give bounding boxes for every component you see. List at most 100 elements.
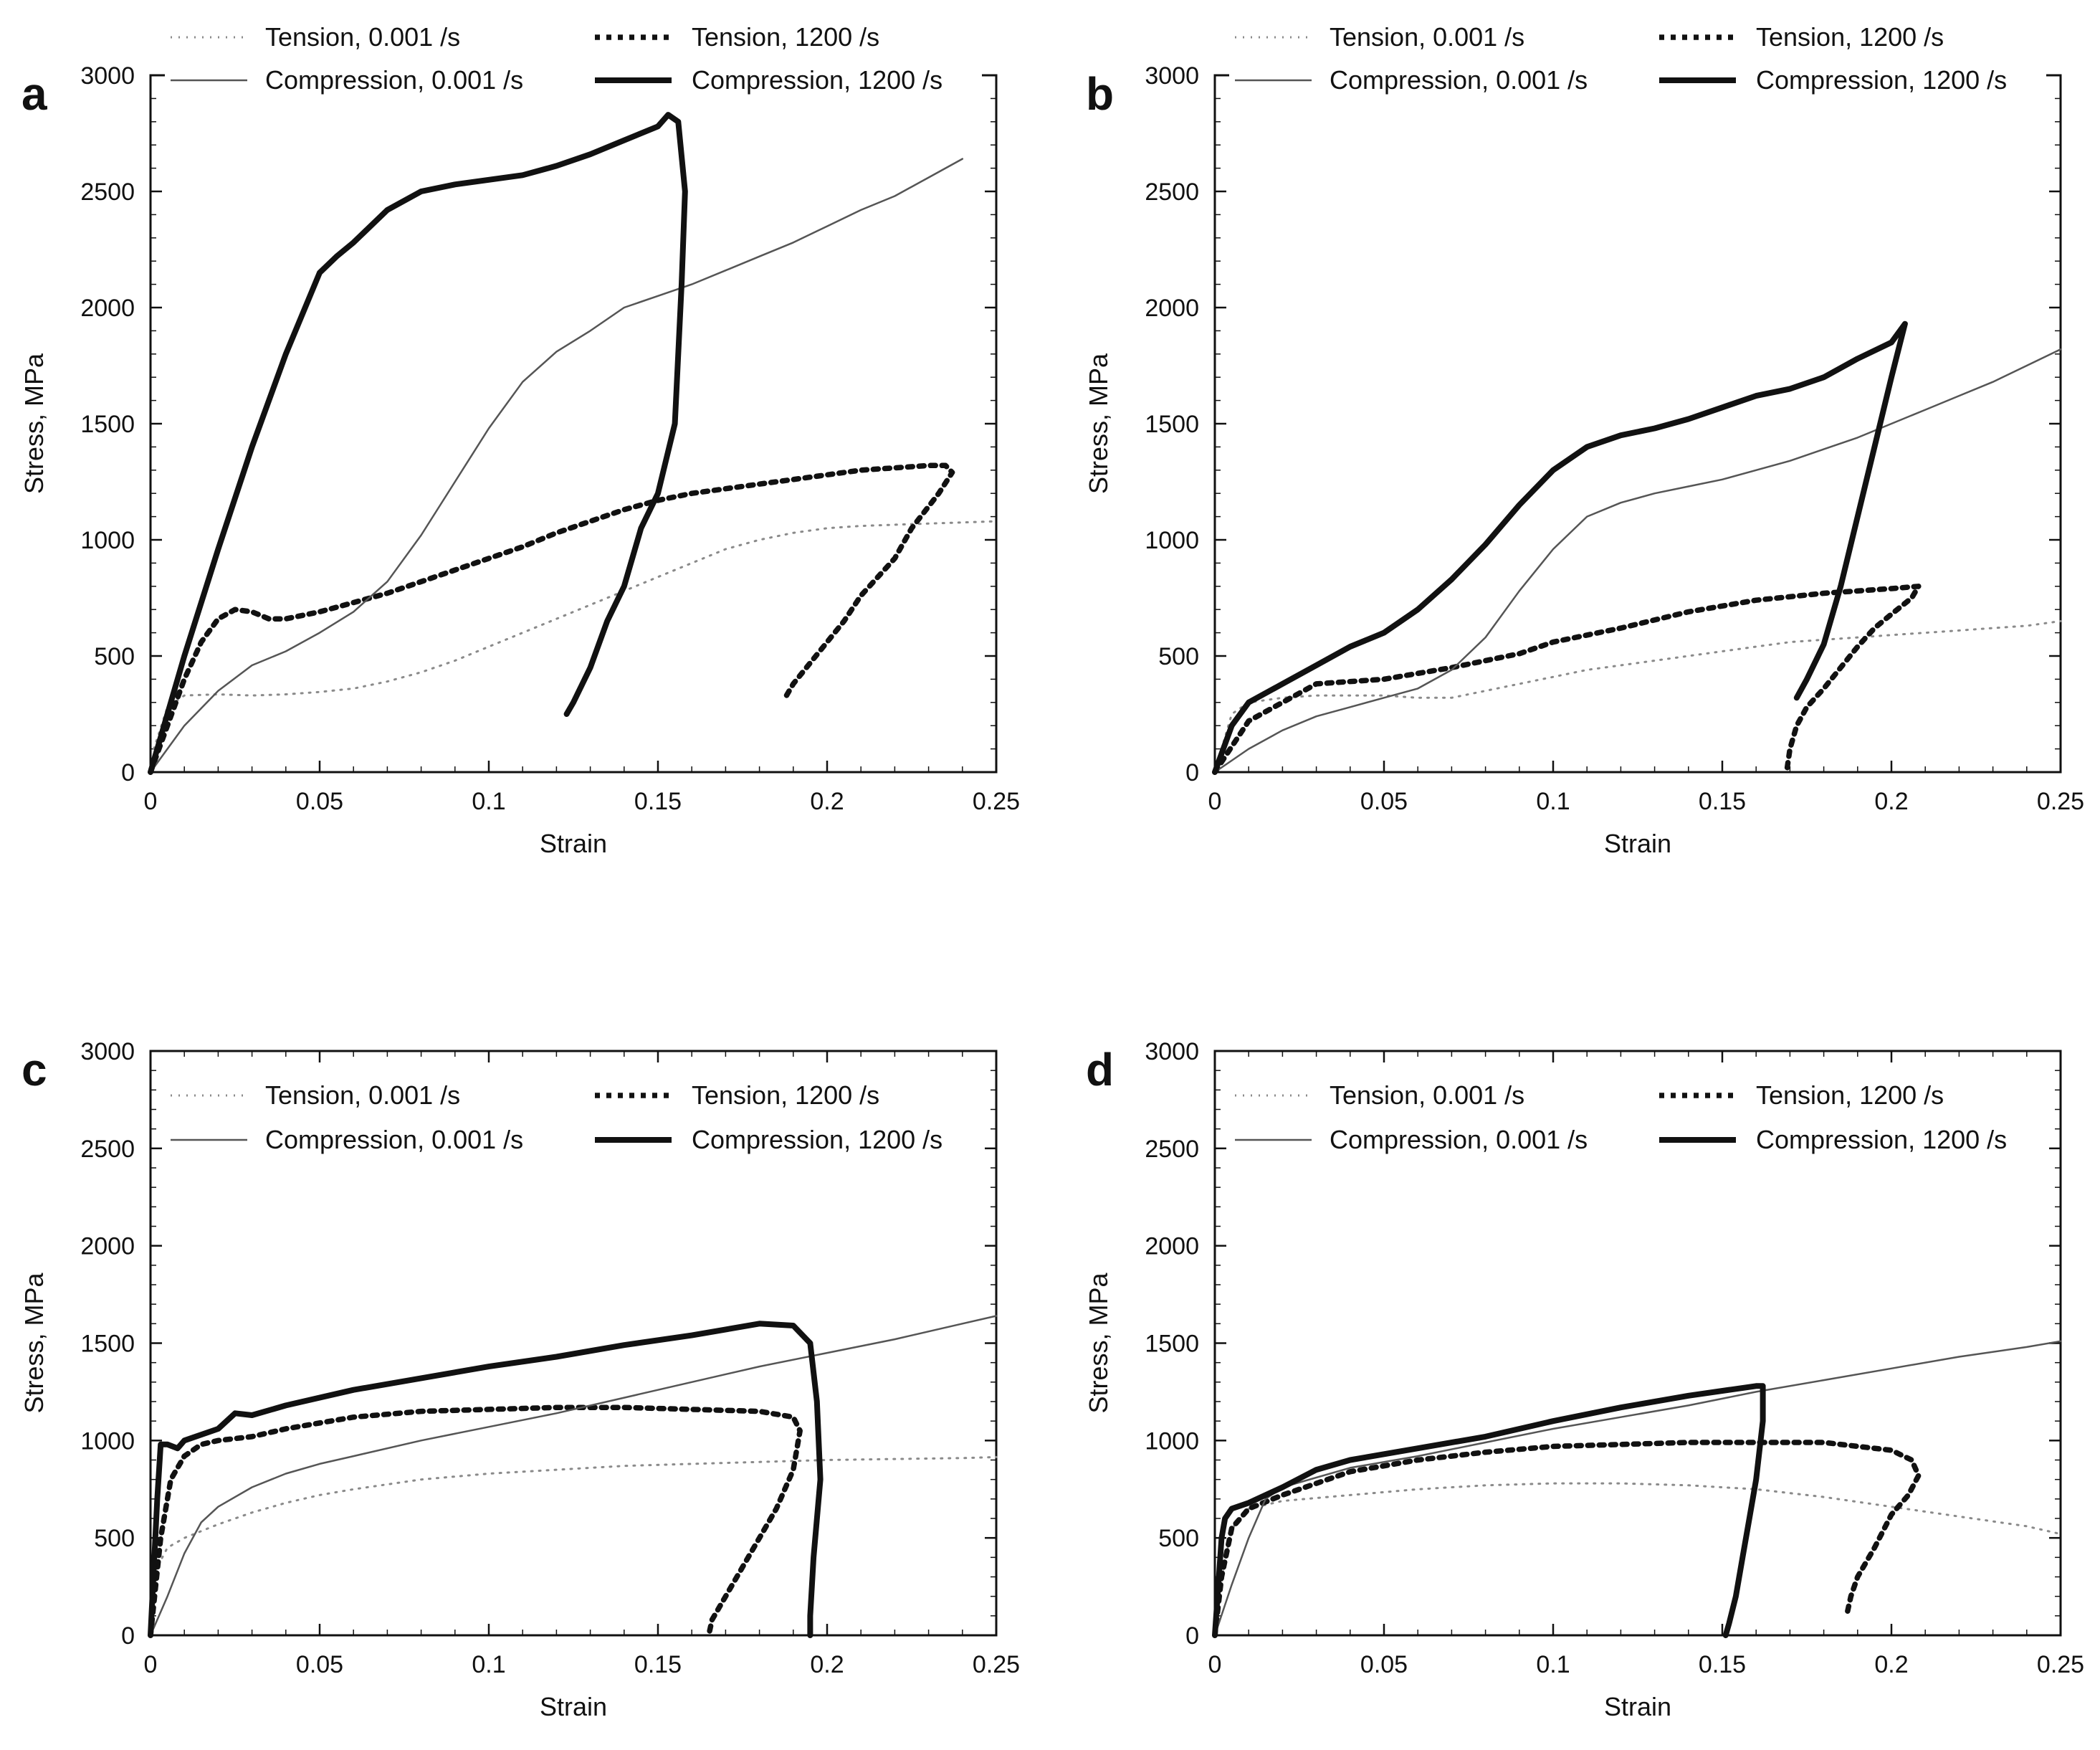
y-axis-label: Stress, MPa bbox=[19, 353, 49, 494]
y-tick-label: 3000 bbox=[80, 1038, 135, 1065]
y-tick-label: 2000 bbox=[80, 1233, 135, 1260]
axis-ticks: 0 0.05 0.1 0.15 0.2 0.25 0 500 1000 1500 2000 2500 3… bbox=[1145, 62, 2084, 815]
x-axis-label: Strain bbox=[540, 1692, 607, 1721]
legend-label-compression-1200: Compression, 1200 /s bbox=[1756, 65, 2007, 95]
y-tick-label: 2000 bbox=[80, 295, 135, 322]
series-line-tension-1200-s bbox=[148, 462, 955, 775]
legend-label-compression-1200: Compression, 1200 /s bbox=[1756, 1125, 2007, 1154]
y-tick-label: 2500 bbox=[80, 1136, 135, 1163]
legend-label-compression-1200: Compression, 1200 /s bbox=[692, 65, 942, 95]
x-tick-label: 0.1 bbox=[1536, 788, 1570, 815]
panel-letter: b bbox=[1086, 68, 1114, 120]
x-tick-label: 0.2 bbox=[1874, 1651, 1908, 1678]
axis-ticks: 0 0.05 0.1 0.15 0.2 0.25 0 500 1000 1500 2000 2500 3… bbox=[80, 62, 1020, 815]
legend-label-tension-1200: Tension, 1200 /s bbox=[692, 22, 879, 52]
y-tick-label: 3000 bbox=[1145, 62, 1199, 90]
legend-label-tension-1200: Tension, 1200 /s bbox=[1756, 1080, 1944, 1110]
y-tick-label: 500 bbox=[1158, 1525, 1199, 1552]
y-tick-label: 1000 bbox=[80, 527, 135, 554]
legend: Tension, 0.001 /s Tension, 1200 /s Compr… bbox=[171, 1080, 942, 1154]
axis-ticks: 0 0.05 0.1 0.15 0.2 0.25 0 500 1000 1500 2000 2500 3… bbox=[80, 1038, 1020, 1678]
legend-label-compression-0001: Compression, 0.001 /s bbox=[1330, 65, 1588, 95]
x-tick-label: 0.25 bbox=[973, 1651, 1020, 1678]
panel-a: a Strain Stress, MPa 0 0.05 0.1 0.15 0.2 0.25… bbox=[19, 22, 1020, 858]
legend-background bbox=[1229, 62, 2046, 100]
legend: Tension, 0.001 /s Tension, 1200 /s Compr… bbox=[165, 22, 982, 100]
y-tick-label: 1500 bbox=[80, 1331, 135, 1358]
series-line-compression-0-001-s bbox=[1213, 1340, 2062, 1637]
panel-b: b Strain Stress, MPa 0 0.05 0.1 0.15 0.2 0.25… bbox=[1084, 22, 2084, 858]
y-tick-label: 500 bbox=[94, 1525, 135, 1552]
legend-label-compression-1200: Compression, 1200 /s bbox=[692, 1125, 942, 1154]
x-tick-label: 0.1 bbox=[472, 1651, 505, 1678]
y-tick-label: 2500 bbox=[1145, 179, 1199, 206]
y-tick-label: 500 bbox=[94, 643, 135, 670]
series-layer bbox=[1212, 1340, 2062, 1638]
y-tick-label: 2000 bbox=[1145, 1233, 1199, 1260]
x-axis-label: Strain bbox=[540, 829, 607, 858]
x-tick-label: 0 bbox=[144, 788, 158, 815]
y-tick-label: 500 bbox=[1158, 643, 1199, 670]
panel-letter: d bbox=[1086, 1044, 1114, 1095]
x-axis-label: Strain bbox=[1604, 1692, 1671, 1721]
legend-label-compression-0001: Compression, 0.001 /s bbox=[265, 1125, 523, 1154]
x-tick-label: 0.1 bbox=[1536, 1651, 1570, 1678]
legend-label-tension-0001: Tension, 0.001 /s bbox=[1330, 1080, 1524, 1110]
x-tick-label: 0.25 bbox=[2037, 1651, 2084, 1678]
legend-label-tension-1200: Tension, 1200 /s bbox=[692, 1080, 879, 1110]
y-tick-label: 3000 bbox=[1145, 1038, 1199, 1065]
series-line-tension-0-001-s bbox=[153, 520, 998, 751]
x-tick-label: 0.05 bbox=[1360, 1651, 1408, 1678]
x-tick-label: 0.15 bbox=[1699, 788, 1746, 815]
x-tick-label: 0 bbox=[144, 1651, 158, 1678]
series-line-tension-1200-s bbox=[1212, 584, 1922, 775]
y-tick-label: 2000 bbox=[1145, 295, 1199, 322]
y-tick-label: 1500 bbox=[1145, 1331, 1199, 1358]
series-layer bbox=[148, 1315, 998, 1638]
series-line-tension-1200-s bbox=[1212, 1440, 1922, 1638]
panel-d: d Strain Stress, MPa 0 0.05 0.1 0.15 0.2 0.25… bbox=[1084, 1038, 2084, 1721]
x-tick-label: 0.15 bbox=[634, 788, 682, 815]
y-tick-label: 1000 bbox=[1145, 527, 1199, 554]
x-tick-label: 0.2 bbox=[810, 1651, 844, 1678]
x-tick-label: 0.2 bbox=[1874, 788, 1908, 815]
series-layer bbox=[1212, 320, 2062, 775]
legend-label-tension-0001: Tension, 0.001 /s bbox=[265, 22, 460, 52]
x-tick-label: 0.05 bbox=[296, 1651, 343, 1678]
y-axis-label: Stress, MPa bbox=[1084, 1273, 1113, 1414]
x-tick-label: 0.1 bbox=[472, 788, 505, 815]
y-tick-label: 1500 bbox=[1145, 411, 1199, 438]
x-tick-label: 0.15 bbox=[634, 1651, 682, 1678]
series-line-compression-1200-s bbox=[148, 112, 688, 775]
y-tick-label: 0 bbox=[1185, 759, 1199, 786]
y-tick-label: 2500 bbox=[1145, 1136, 1199, 1163]
legend-background bbox=[165, 62, 982, 100]
x-axis-label: Strain bbox=[1604, 829, 1671, 858]
series-line-compression-0-001-s bbox=[149, 1315, 998, 1637]
series-line-compression-1200-s bbox=[1212, 1383, 1766, 1638]
panel-letter: c bbox=[22, 1044, 47, 1095]
y-axis-label: Stress, MPa bbox=[19, 1273, 49, 1414]
series-line-compression-0-001-s bbox=[149, 158, 964, 774]
legend-label-compression-0001: Compression, 0.001 /s bbox=[265, 65, 523, 95]
series-layer bbox=[148, 112, 998, 775]
legend-label-tension-0001: Tension, 0.001 /s bbox=[265, 1080, 460, 1110]
y-tick-label: 1000 bbox=[80, 1427, 135, 1455]
y-tick-label: 2500 bbox=[80, 179, 135, 206]
panel-c: c Strain Stress, MPa 0 0.05 0.1 0.15 0.2 0.25… bbox=[19, 1038, 1020, 1721]
series-line-tension-0-001-s bbox=[149, 1455, 998, 1637]
x-tick-label: 0.15 bbox=[1699, 1651, 1746, 1678]
axis-ticks: 0 0.05 0.1 0.15 0.2 0.25 0 500 1000 1500 2000 2500 3… bbox=[1145, 1038, 2084, 1678]
series-line-compression-1200-s bbox=[1212, 320, 1908, 775]
series-line-compression-0-001-s bbox=[1213, 348, 2062, 774]
y-tick-label: 3000 bbox=[80, 62, 135, 90]
legend: Tension, 0.001 /s Tension, 1200 /s Compr… bbox=[1235, 1080, 2007, 1154]
panel-letter: a bbox=[22, 68, 47, 120]
y-tick-label: 0 bbox=[1185, 1622, 1199, 1650]
series-line-tension-0-001-s bbox=[1213, 619, 2062, 774]
legend-label-tension-0001: Tension, 0.001 /s bbox=[1330, 22, 1524, 52]
y-tick-label: 1500 bbox=[80, 411, 135, 438]
x-tick-label: 0 bbox=[1208, 788, 1222, 815]
